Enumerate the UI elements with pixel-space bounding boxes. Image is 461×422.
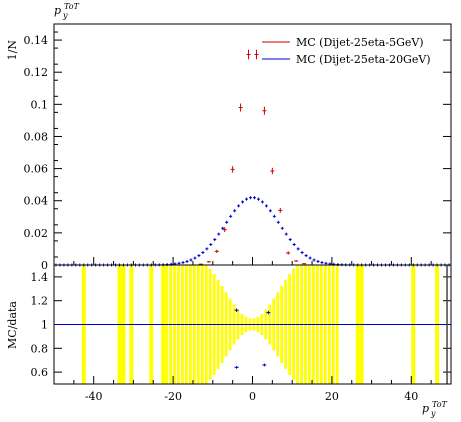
main-axis-ticks: 0.02 0.04 0.06 0.08 0.1 0.12 0.14 0 (24, 31, 452, 272)
main-ylabel: 1/N (6, 40, 19, 61)
ratio-xtick-label-4: 40 (404, 390, 418, 403)
main-ytick-label-3: 0.06 (24, 163, 49, 176)
main-title-sup: ToT (64, 2, 80, 11)
ratio-ytick-label-1: 0.8 (31, 342, 49, 355)
legend-label-20gev: MC (Dijet-25eta-20GeV) (296, 53, 431, 66)
ratio-xtick-label-0: -40 (85, 390, 103, 403)
xlabel-sup: ToT (432, 400, 448, 409)
main-series-layer (54, 49, 451, 267)
main-ytick-label-4: 0.08 (24, 130, 49, 143)
ratio-xtick-label-3: 20 (325, 390, 339, 403)
ratio-axis-ticks: 0.6 0.8 1 1.2 1.4 -40 -20 0 20 40 (31, 271, 452, 403)
legend: MC (Dijet-25eta-5GeV) MC (Dijet-25eta-20… (262, 36, 431, 66)
ratio-series-layer (54, 265, 451, 384)
main-ytick-label-5: 0.1 (31, 98, 49, 111)
ratio-ytick-label-2: 1 (41, 319, 48, 332)
main-ytick-label-0: 0 (41, 259, 48, 272)
main-ytick-label-6: 0.12 (24, 66, 49, 79)
main-title-sub: y (62, 11, 68, 20)
ratio-xtick-label-2: 0 (249, 390, 256, 403)
main-ytick-label-1: 0.02 (24, 227, 49, 240)
ratio-ytick-label-0: 0.6 (31, 366, 49, 379)
main-ytick-label-2: 0.04 (24, 195, 49, 208)
legend-label-5gev: MC (Dijet-25eta-5GeV) (296, 36, 424, 49)
xlabel-sub: y (430, 409, 436, 418)
ratio-xtick-label-1: -20 (164, 390, 182, 403)
main-title-var: p (54, 4, 61, 17)
ratio-ylabel: MC/data (6, 301, 19, 349)
main-ytick-label-7: 0.14 (24, 34, 49, 47)
ratio-frame (53, 264, 452, 385)
ratio-ytick-label-4: 1.4 (31, 271, 49, 284)
xlabel-var: p (422, 402, 429, 415)
ratio-ytick-label-3: 1.2 (31, 295, 49, 308)
